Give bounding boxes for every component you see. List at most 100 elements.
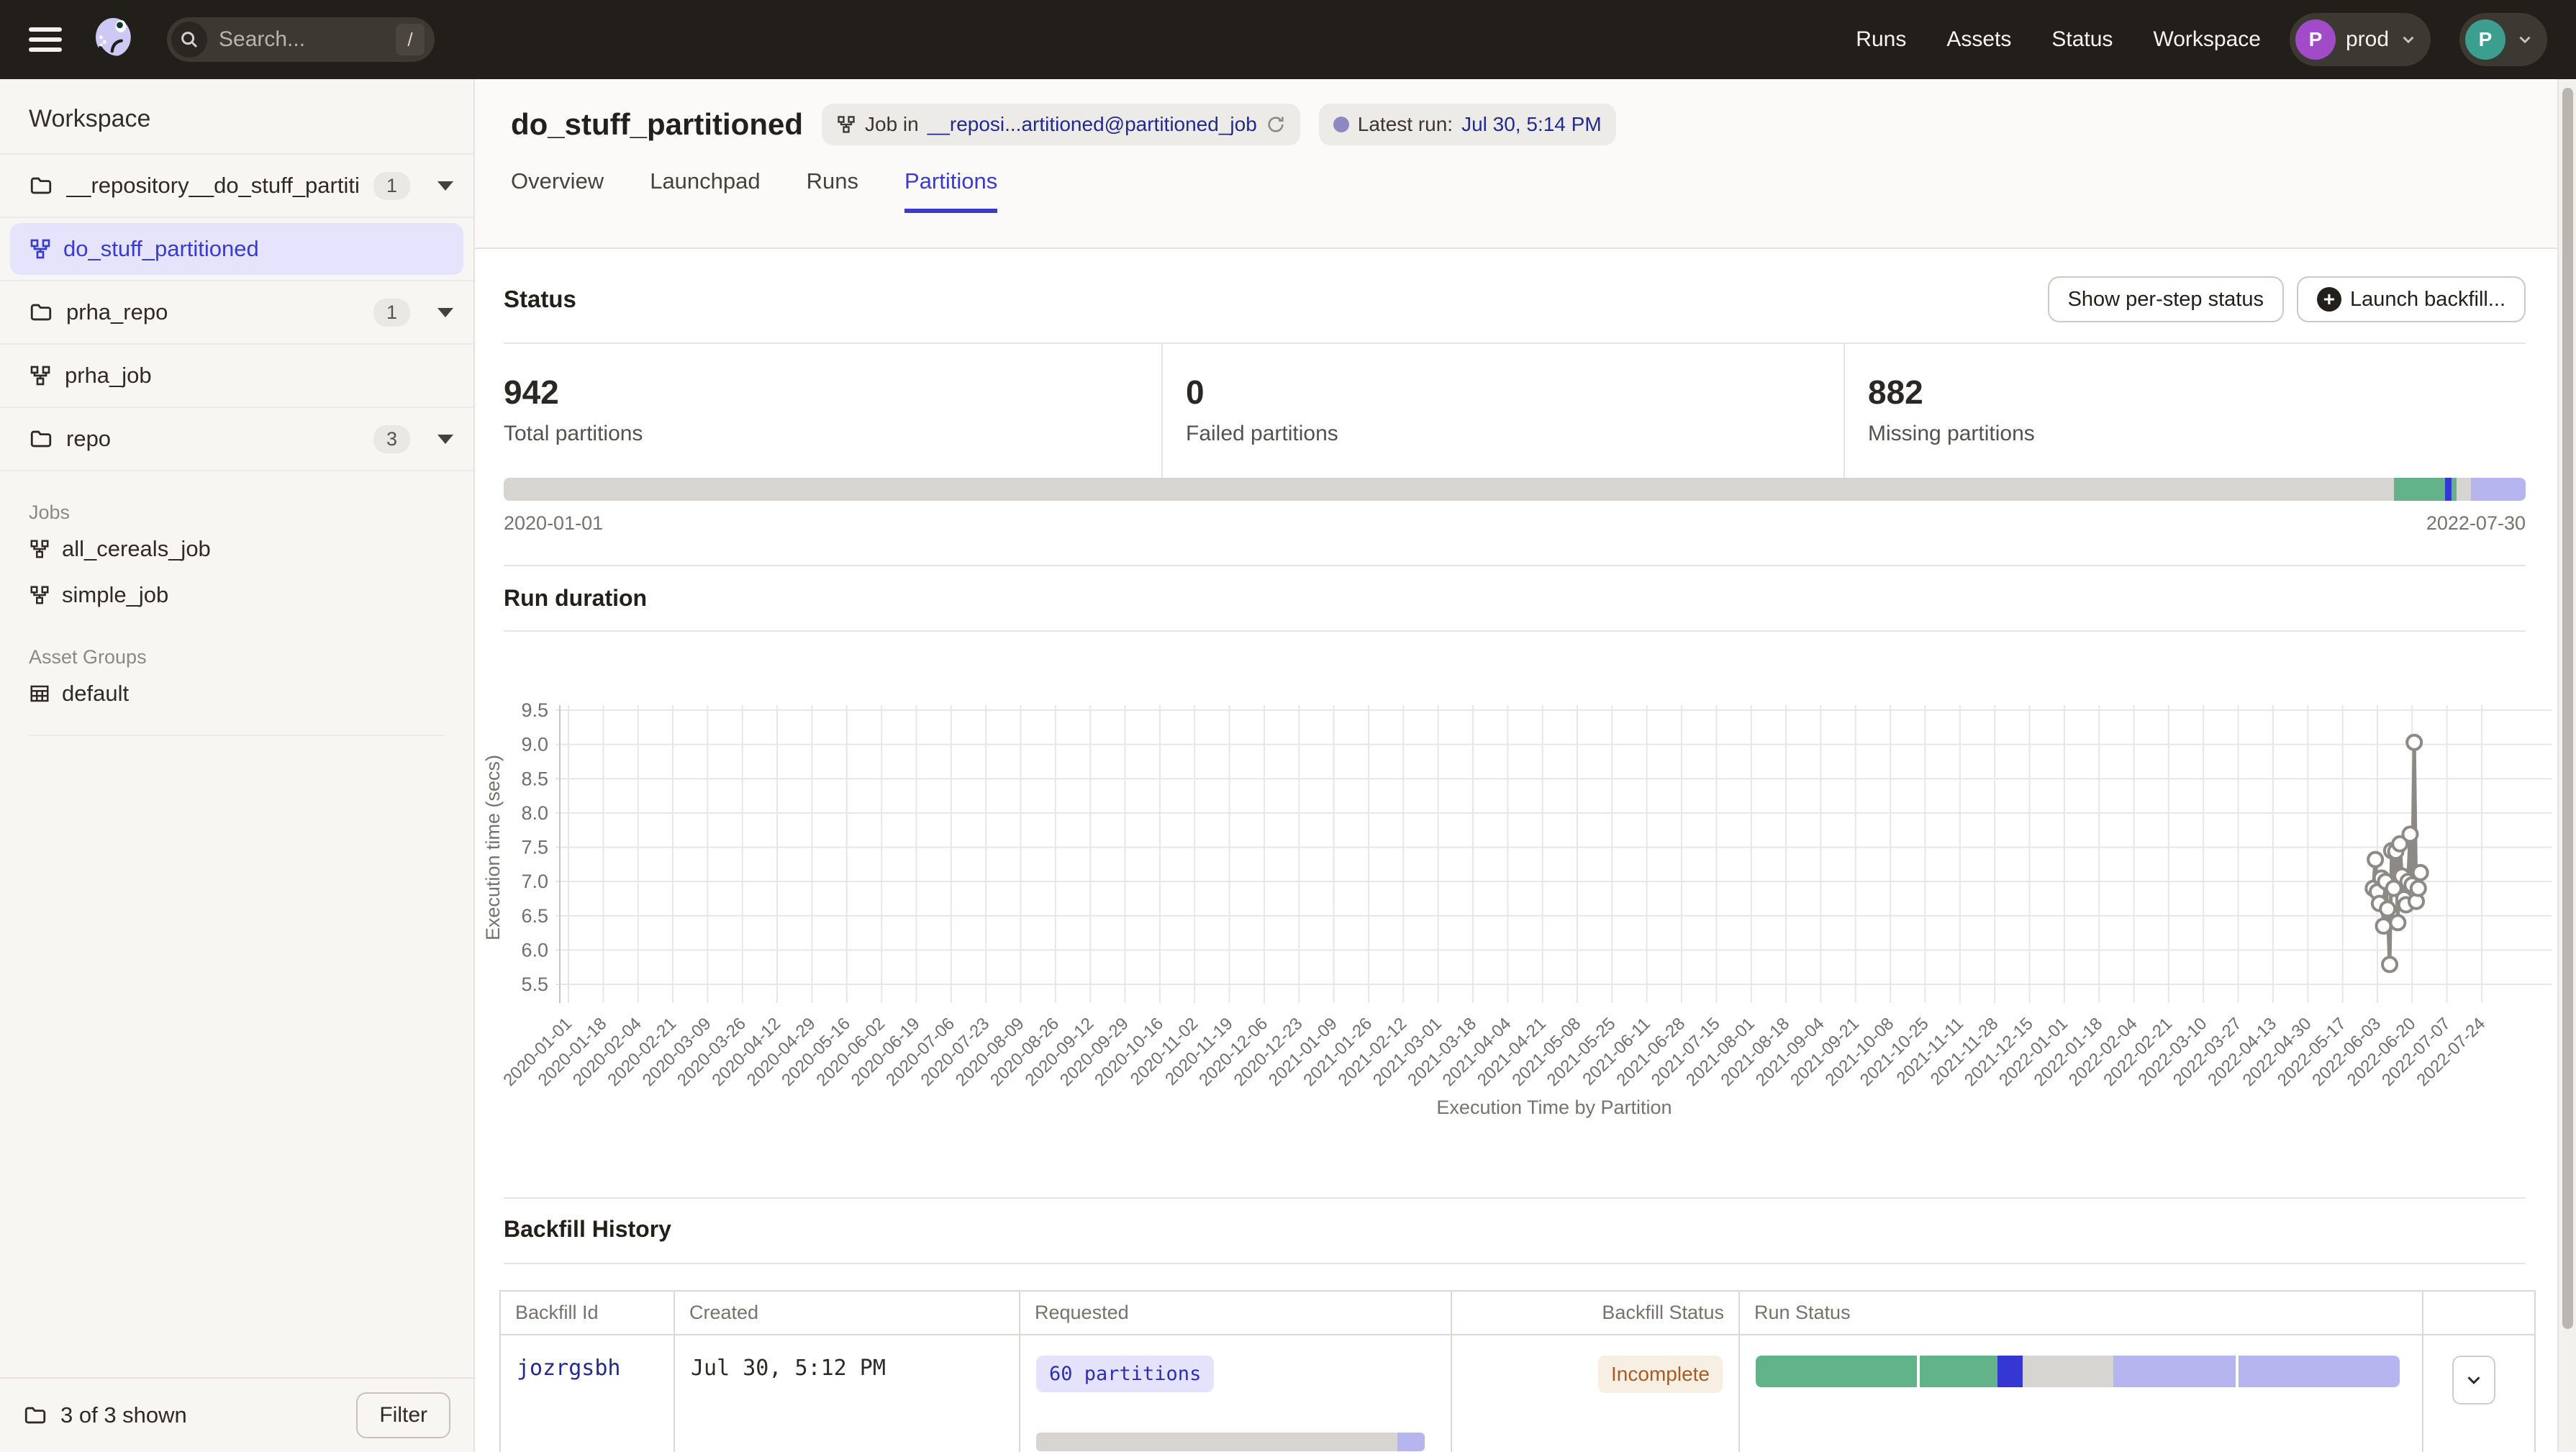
svg-text:7.5: 7.5 xyxy=(521,837,548,858)
partition-range-start: 2020-01-01 xyxy=(504,512,604,534)
caret-down-icon[interactable] xyxy=(437,181,453,191)
reload-icon[interactable] xyxy=(1266,114,1286,135)
tab-partitions[interactable]: Partitions xyxy=(904,168,998,213)
job-icon xyxy=(29,538,50,560)
page-title: do_stuff_partitioned xyxy=(511,107,803,141)
deployment-switcher[interactable]: P prod xyxy=(2289,13,2431,66)
job-icon xyxy=(29,237,52,260)
chevron-down-icon xyxy=(2399,30,2418,49)
col-backfill-status: Backfill Status xyxy=(1451,1292,1738,1335)
backfill-table-header: Backfill Id Created Requested Backfill S… xyxy=(501,1292,2534,1335)
stat-missing-partitions: 882 Missing partitions xyxy=(1843,344,2526,478)
top-nav: Runs Assets Status Workspace P prod P xyxy=(1856,13,2547,66)
svg-text:9.5: 9.5 xyxy=(521,699,548,721)
jobs-section-label: Jobs xyxy=(29,502,71,523)
dagster-logo-icon[interactable] xyxy=(86,12,142,68)
job-icon xyxy=(29,584,50,606)
run-duration-chart: 9.5 9.0 8.5 8.0 7.5 7.0 6.5 6.0 5.5 2020-01-01 202… xyxy=(475,632,2552,1150)
job-location-link[interactable]: __reposi...artitioned@partitioned_job xyxy=(927,113,1257,135)
sidebar-item-all-cereals-job[interactable]: all_cereals_job xyxy=(29,528,445,570)
stat-total-partitions: 942 Total partitions xyxy=(504,373,643,445)
tab-overview[interactable]: Overview xyxy=(511,168,604,194)
latest-run-link[interactable]: Jul 30, 5:14 PM xyxy=(1461,113,1602,135)
tab-launchpad[interactable]: Launchpad xyxy=(650,168,761,194)
folder-icon xyxy=(23,1403,47,1428)
scrollbar-thumb[interactable] xyxy=(2562,88,2573,1329)
svg-text:7.0: 7.0 xyxy=(521,871,548,892)
sidebar-item-prha-job[interactable]: prha_job xyxy=(0,345,473,408)
user-avatar: P xyxy=(2465,19,2505,60)
filter-button[interactable]: Filter xyxy=(356,1392,450,1438)
status-heading: Status xyxy=(504,286,576,312)
requested-partitions-pill[interactable]: 60 partitions xyxy=(1036,1356,1215,1392)
job-location-tag: Job in __reposi...artitioned@partitioned… xyxy=(822,104,1300,145)
col-created: Created xyxy=(674,1292,1019,1335)
search-shortcut-key: / xyxy=(396,24,425,55)
menu-icon[interactable] xyxy=(29,27,62,52)
job-icon xyxy=(29,364,52,387)
partition-range-end: 2022-07-30 xyxy=(2426,512,2526,534)
plus-circle-icon: + xyxy=(2316,287,2341,312)
repo-count-badge: 3 xyxy=(373,425,410,453)
launch-backfill-button[interactable]: + Launch backfill... xyxy=(2296,276,2526,322)
stat-failed-partitions: 0 Failed partitions xyxy=(1161,344,1843,478)
nav-runs[interactable]: Runs xyxy=(1856,27,1907,51)
workspace-sidebar: Workspace __repository__do_stuff_partiti… xyxy=(0,79,475,1452)
col-backfill-id: Backfill Id xyxy=(501,1292,674,1335)
search-input[interactable]: Search... / xyxy=(167,17,435,62)
backfill-status-badge: Incomplete xyxy=(1598,1356,1723,1393)
col-requested: Requested xyxy=(1019,1292,1451,1335)
user-menu[interactable]: P xyxy=(2459,13,2547,66)
search-icon xyxy=(171,22,207,58)
repo-count-badge: 1 xyxy=(373,171,410,200)
asset-groups-section-label: Asset Groups xyxy=(29,646,147,668)
nav-status[interactable]: Status xyxy=(2051,27,2113,51)
sidebar-item-do-stuff-partitioned-selected[interactable]: do_stuff_partitioned xyxy=(10,223,463,275)
folder-icon xyxy=(29,427,53,451)
repo-count-badge: 1 xyxy=(373,298,410,327)
svg-text:Execution Time by Partition: Execution Time by Partition xyxy=(1436,1097,1672,1118)
chevron-down-icon xyxy=(2516,30,2534,49)
caret-down-icon[interactable] xyxy=(437,307,453,317)
svg-text:5.5: 5.5 xyxy=(521,974,548,995)
sidebar-item-prha-repo[interactable]: prha_repo 1 xyxy=(0,281,473,345)
nav-workspace[interactable]: Workspace xyxy=(2153,27,2261,51)
svg-text:8.5: 8.5 xyxy=(521,768,548,789)
job-tabs: Overview Launchpad Runs Partitions xyxy=(511,168,2521,213)
sidebar-item-simple-job[interactable]: simple_job xyxy=(29,574,445,616)
run-status-dot xyxy=(1333,117,1349,132)
backfill-history-table: Backfill Id Created Requested Backfill S… xyxy=(499,1290,2536,1452)
page-scrollbar[interactable] xyxy=(2557,79,2576,1452)
sidebar-title: Workspace xyxy=(29,105,151,132)
expand-row-button[interactable] xyxy=(2452,1356,2495,1405)
sidebar-item-repo[interactable]: repo 3 xyxy=(0,408,473,471)
job-icon xyxy=(836,114,856,135)
latest-run-tag: Latest run: Jul 30, 5:14 PM xyxy=(1318,104,1616,145)
requested-progress-bar xyxy=(1036,1433,1425,1451)
svg-text:8.0: 8.0 xyxy=(521,802,548,824)
svg-text:6.5: 6.5 xyxy=(521,905,548,927)
backfill-history-heading: Backfill History xyxy=(504,1216,671,1242)
sidebar-item-default-asset-group[interactable]: default xyxy=(29,673,445,714)
nav-assets[interactable]: Assets xyxy=(1946,27,2012,51)
backfill-id-link[interactable]: jozrgsbh xyxy=(517,1356,621,1381)
svg-text:Execution time (secs): Execution time (secs) xyxy=(482,755,504,940)
sidebar-footer: 3 of 3 shown Filter xyxy=(0,1377,473,1452)
tab-runs[interactable]: Runs xyxy=(806,168,859,194)
deployment-label: prod xyxy=(2345,27,2389,51)
repos-shown-count: 3 of 3 shown xyxy=(60,1402,187,1428)
partition-stats: 942 Total partitions 0 Failed partitions… xyxy=(504,342,2526,478)
partition-status-bar[interactable] xyxy=(504,478,2526,501)
svg-text:6.0: 6.0 xyxy=(521,939,548,961)
caret-down-icon[interactable] xyxy=(437,434,453,444)
chevron-down-icon xyxy=(2463,1369,2485,1391)
sidebar-item-repository-do-stuff[interactable]: __repository__do_stuff_partitio... 1 xyxy=(0,155,473,218)
backfill-created-timestamp: Jul 30, 5:12 PM xyxy=(691,1356,886,1381)
run-status-bar[interactable] xyxy=(1756,1356,2400,1387)
folder-icon xyxy=(29,173,53,198)
run-duration-heading: Run duration xyxy=(504,585,648,611)
backfill-table-row: jozrgsbh Jul 30, 5:12 PM 60 partitions 2… xyxy=(501,1335,2534,1452)
top-bar: Search... / Runs Assets Status Workspace… xyxy=(0,0,2576,79)
show-per-step-status-button[interactable]: Show per-step status xyxy=(2047,276,2284,322)
job-header: do_stuff_partitioned Job in __reposi...a… xyxy=(475,79,2557,249)
